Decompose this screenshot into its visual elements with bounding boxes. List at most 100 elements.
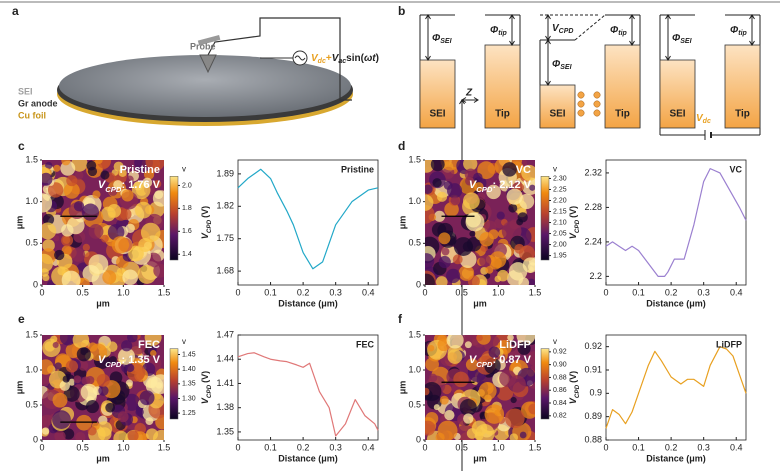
x-tick-label: 1.5 — [158, 287, 171, 297]
label-part: CPD — [206, 384, 213, 398]
afm-grain — [475, 335, 483, 342]
label-part: V — [552, 23, 560, 34]
afm-grain — [152, 190, 164, 207]
y-tick-label: 0.92 — [584, 341, 602, 351]
y-tick-label: 1.0 — [25, 364, 38, 374]
y-tick-label: 1.38 — [216, 402, 234, 412]
afm-grain — [462, 241, 474, 252]
x-axis-label: Distance (μm) — [278, 453, 338, 463]
formula-part: V — [332, 53, 340, 64]
x-tick-label: 1.0 — [117, 442, 130, 452]
afm-grain — [108, 186, 118, 196]
y-tick-label: 1.41 — [216, 378, 234, 388]
afm-grain — [527, 351, 535, 366]
afm-grain — [86, 160, 97, 171]
x-tick-label: 0.5 — [76, 287, 89, 297]
y-axis-label: μm — [14, 381, 24, 395]
x-tick-label: 0 — [39, 287, 44, 297]
x-tick-label: 1.5 — [529, 287, 542, 297]
label-part: : 2.12 V — [492, 179, 531, 191]
afm-grain — [85, 400, 99, 414]
y-tick-label: 2.2 — [589, 271, 602, 281]
afm-grain — [474, 431, 484, 440]
afm-grain — [430, 160, 445, 172]
afm-grain — [142, 177, 153, 188]
afm-grain — [478, 381, 497, 400]
afm-grain — [42, 222, 57, 240]
afm-grain — [68, 378, 76, 386]
plot-frame — [237, 159, 379, 286]
colorbar-tick-label: 1.6 — [182, 228, 192, 235]
colorbar-unit: v — [553, 337, 557, 346]
y-tick-label: 0 — [33, 279, 38, 289]
plot-frame — [605, 159, 747, 286]
afm-name: Pristine — [120, 164, 160, 176]
afm-grain — [98, 385, 109, 396]
afm-grain — [96, 373, 110, 387]
afm-grain — [61, 270, 81, 285]
x-tick-label: 0.5 — [455, 287, 468, 297]
panel-letter: f — [398, 312, 403, 326]
y-tick-label: 0 — [33, 434, 38, 444]
label-part: V — [98, 354, 107, 366]
afm-grain — [150, 350, 157, 357]
label-part: SEI — [560, 64, 572, 71]
y-tick-label: 1.0 — [408, 364, 421, 374]
y-tick-label: 1.68 — [216, 265, 234, 275]
layer-label: Cu foil — [18, 110, 46, 120]
label-part: CPD — [105, 185, 122, 194]
afm-grain — [450, 196, 460, 206]
y-tick-label: 0.89 — [584, 411, 602, 421]
data-line — [605, 346, 747, 429]
colorbar-tick-label: 1.95 — [553, 252, 567, 259]
arrow-head — [425, 14, 431, 61]
afm-grain — [425, 253, 435, 270]
colorbar-tick-label: 2.0 — [182, 182, 192, 189]
afm-grain — [438, 232, 451, 245]
afm-grain — [87, 426, 97, 436]
colorbar-tick-label: 2.15 — [553, 208, 567, 215]
label-part: V — [200, 397, 210, 404]
afm-grain — [80, 383, 98, 401]
y-tick-label: 1.0 — [25, 196, 38, 206]
charge — [593, 91, 601, 99]
afm-grain — [73, 375, 82, 384]
colorbar — [540, 348, 550, 420]
afm-grain — [510, 396, 517, 404]
y-axis-label: μm — [14, 216, 24, 230]
label-part: V — [469, 354, 478, 366]
afm-grain — [63, 182, 80, 199]
y-tick-label: 1.0 — [408, 196, 421, 206]
afm-name: LiDFP — [499, 339, 531, 351]
x-tick-label: 0.3 — [329, 442, 342, 452]
x-tick-label: 0.1 — [264, 287, 277, 297]
afm-grain — [519, 193, 535, 210]
afm-grain — [433, 404, 440, 411]
energy-box — [724, 44, 761, 129]
label-part: Φ — [552, 59, 561, 70]
afm-grain — [484, 404, 505, 424]
label-part: (V) — [200, 371, 210, 383]
x-tick-label: 0.2 — [297, 442, 310, 452]
arrow-head — [509, 14, 515, 46]
afm-grain — [66, 216, 85, 235]
afm-grain — [507, 335, 514, 341]
label: VCPD: 1.76 V — [98, 179, 161, 194]
afm-grain — [101, 234, 109, 243]
charge — [593, 100, 601, 108]
y-tick-label: 1.44 — [216, 354, 234, 364]
afm-grain — [497, 269, 509, 282]
afm-name: VC — [516, 164, 531, 176]
afm-grain — [52, 341, 59, 349]
afm-grain — [529, 184, 535, 191]
x-axis-label: μm — [96, 298, 110, 308]
afm-grain — [465, 212, 481, 228]
afm-grain — [425, 357, 439, 372]
colorbar-tick-label: 0.82 — [553, 413, 567, 420]
formula-part: V — [311, 53, 319, 64]
afm-grain — [150, 374, 164, 395]
afm-grain — [452, 254, 463, 265]
x-axis-label: Distance (μm) — [278, 298, 338, 308]
label: VCPD(V) — [568, 371, 581, 404]
